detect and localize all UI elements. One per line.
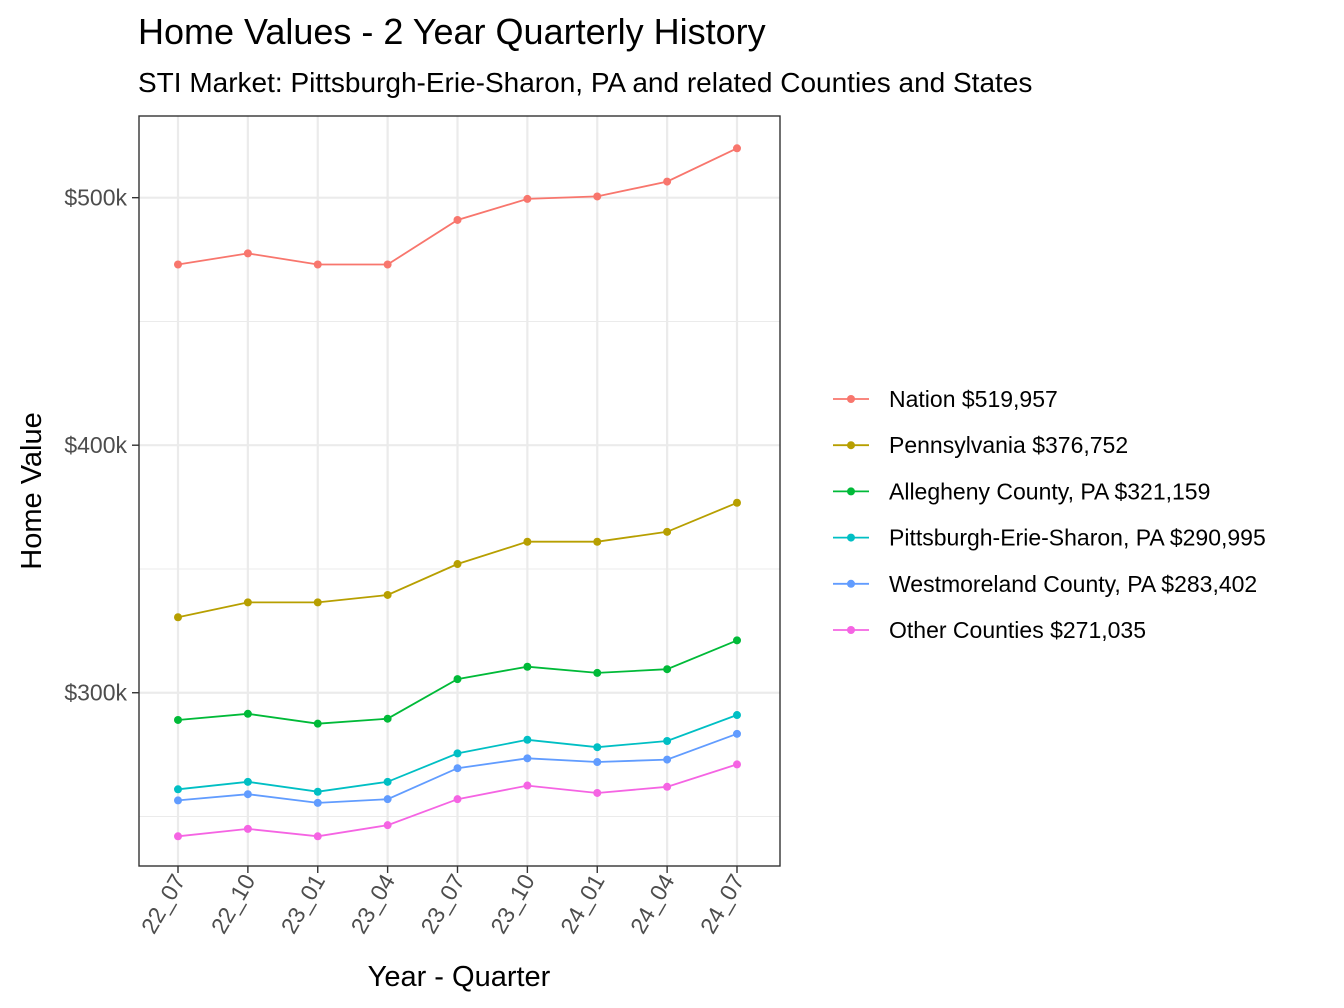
legend-label: Pittsburgh-Erie-Sharon, PA $290,995 xyxy=(889,525,1266,551)
x-tick-label: 22_07 xyxy=(136,870,191,938)
legend-key-point xyxy=(847,441,855,450)
data-point xyxy=(243,709,252,718)
legend-key-point xyxy=(847,533,855,542)
legend-label: Other Counties $271,035 xyxy=(889,617,1146,643)
x-tick-label: 24_04 xyxy=(625,869,680,938)
data-point xyxy=(243,790,252,799)
axes: $300k $400k $500k 22_07 22_10 23_01 23_04 23_07… xyxy=(64,185,749,938)
x-tick-label: 23_04 xyxy=(345,869,400,938)
legend-key-point xyxy=(847,626,855,634)
data-point xyxy=(383,821,392,830)
data-point xyxy=(174,832,182,841)
data-point xyxy=(313,787,322,796)
legend: Nation $519,957 Pennsylvania $376,752 Alle… xyxy=(833,386,1266,643)
data-point xyxy=(313,260,322,269)
data-point xyxy=(593,537,602,546)
legend-label: Allegheny County, PA $321,159 xyxy=(889,478,1210,504)
data-point xyxy=(523,735,532,744)
legend-key-point xyxy=(847,395,855,403)
plot-panel-border xyxy=(138,115,781,867)
y-tick-label: $500k xyxy=(64,185,127,211)
data-point xyxy=(453,560,462,569)
data-point xyxy=(313,598,322,607)
legend-key-point xyxy=(847,487,855,496)
data-point xyxy=(733,498,741,507)
x-axis-title: Year - Quarter xyxy=(368,961,551,993)
x-tick-label: 23_10 xyxy=(485,870,540,938)
data-point xyxy=(733,636,741,645)
data-point xyxy=(523,537,532,546)
data-point xyxy=(383,714,392,723)
data-point xyxy=(663,737,672,745)
data-point xyxy=(663,527,672,536)
data-point xyxy=(243,824,252,833)
legend-key-point xyxy=(847,579,855,588)
chart-title: Home Values - 2 Year Quarterly History xyxy=(138,11,766,52)
data-point xyxy=(593,758,602,767)
legend-label: Pennsylvania $376,752 xyxy=(889,432,1128,458)
data-point xyxy=(733,760,741,769)
x-tick-label: 24_01 xyxy=(555,870,610,938)
data-point xyxy=(663,665,672,674)
y-axis-title: Home Value xyxy=(16,412,48,569)
data-point xyxy=(243,598,252,607)
data-point xyxy=(593,743,602,752)
data-point xyxy=(383,795,392,804)
y-tick-label: $300k xyxy=(64,680,127,706)
data-point xyxy=(733,729,741,738)
data-point xyxy=(243,249,252,258)
x-tick-label: 23_01 xyxy=(276,870,331,938)
legend-label: Westmoreland County, PA $283,402 xyxy=(889,571,1257,597)
data-point xyxy=(733,144,741,153)
data-point xyxy=(453,675,462,684)
legend-label: Nation $519,957 xyxy=(889,386,1058,412)
data-point xyxy=(313,719,322,728)
data-point xyxy=(453,749,462,758)
data-point xyxy=(174,785,182,794)
data-point xyxy=(593,668,602,677)
data-point xyxy=(523,781,532,790)
data-point xyxy=(383,590,392,599)
x-tick-label: 24_07 xyxy=(695,870,750,938)
data-point xyxy=(174,796,182,805)
y-tick-label: $400k xyxy=(64,432,127,458)
data-point xyxy=(174,715,182,724)
data-point xyxy=(174,613,182,622)
series-lines xyxy=(174,144,741,841)
data-point xyxy=(663,782,672,791)
data-point xyxy=(313,832,322,841)
data-point xyxy=(383,260,392,269)
data-point xyxy=(663,177,672,186)
chart-subtitle: STI Market: Pittsburgh-Erie-Sharon, PA a… xyxy=(138,67,1032,98)
data-point xyxy=(453,764,462,773)
x-tick-label: 22_10 xyxy=(206,870,261,938)
data-point xyxy=(523,662,532,671)
data-point xyxy=(523,194,532,203)
x-tick-label: 23_07 xyxy=(415,870,470,938)
data-point xyxy=(383,777,392,786)
data-point xyxy=(733,711,741,720)
data-point xyxy=(593,192,602,201)
data-point xyxy=(523,754,532,763)
data-point xyxy=(453,215,462,224)
data-point xyxy=(453,795,462,804)
data-point xyxy=(243,777,252,786)
data-point xyxy=(593,788,602,797)
data-point xyxy=(174,260,182,269)
data-point xyxy=(663,755,672,764)
data-point xyxy=(313,798,322,807)
